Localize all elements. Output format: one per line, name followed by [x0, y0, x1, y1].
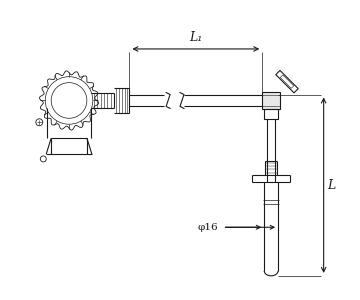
Text: φ16: φ16	[197, 223, 218, 232]
Bar	[264, 110, 278, 119]
Text: L: L	[328, 179, 336, 192]
Text: L₁: L₁	[189, 31, 202, 44]
Bar	[262, 92, 280, 110]
